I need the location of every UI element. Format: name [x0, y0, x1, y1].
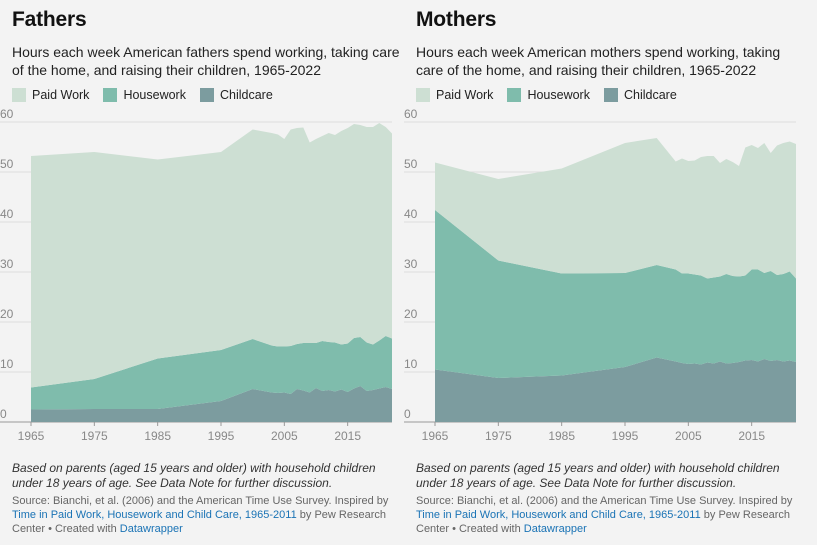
source-credit: Source: Bianchi, et al. (2006) and the A…	[12, 494, 407, 536]
chart-title: Fathers	[12, 8, 87, 31]
source-credit: Source: Bianchi, et al. (2006) and the A…	[416, 494, 811, 536]
y-tick-label: 0	[404, 407, 411, 421]
y-tick-label: 30	[0, 257, 14, 271]
legend-label: Housework	[123, 88, 186, 102]
datawrapper-link[interactable]: Datawrapper	[119, 523, 183, 535]
area-housework	[31, 336, 392, 410]
legend-label: Childcare	[623, 88, 677, 102]
x-tick-label: 1975	[81, 429, 108, 443]
y-tick-label: 40	[404, 207, 418, 221]
x-tick-label: 1995	[612, 429, 639, 443]
legend-label: Housework	[527, 88, 590, 102]
area-paid-work	[435, 138, 796, 279]
legend-item-housework: Housework	[103, 88, 186, 102]
x-tick-label: 1965	[422, 429, 449, 443]
y-tick-label: 50	[0, 157, 14, 171]
mothers-panel: Mothers Hours each week American mothers…	[404, 0, 811, 545]
legend-label: Childcare	[219, 88, 273, 102]
area-housework	[435, 210, 796, 378]
x-tick-label: 1975	[485, 429, 512, 443]
source-text: Source: Bianchi, et al. (2006) and the A…	[12, 495, 389, 507]
chart-subtitle: Hours each week American fathers spend w…	[12, 44, 400, 78]
y-tick-label: 50	[404, 157, 418, 171]
x-tick-label: 2005	[675, 429, 702, 443]
x-tick-label: 1985	[548, 429, 575, 443]
mothers-area-chart: 0 10 20 30 40 50 60 1965 1975 1985 1995 2005 2015	[404, 107, 796, 443]
fathers-area-chart: 0 10 20 30 40 50 60 1965 1975 1985 1995 2005 2015	[0, 107, 392, 443]
legend-item-childcare: Childcare	[603, 88, 677, 102]
chart-subtitle: Hours each week American mothers spend w…	[416, 44, 781, 78]
data-note: Based on parents (aged 15 years and olde…	[416, 461, 780, 490]
datawrapper-link[interactable]: Datawrapper	[523, 523, 587, 535]
legend-label: Paid Work	[32, 88, 90, 102]
y-tick-label: 60	[404, 107, 418, 121]
legend-swatch	[12, 88, 26, 102]
legend: Paid Work Housework Childcare	[416, 88, 677, 102]
legend-item-paid-work: Paid Work	[12, 88, 89, 102]
legend-swatch	[416, 88, 430, 102]
x-tick-label: 2005	[271, 429, 298, 443]
x-tick-label: 1965	[18, 429, 45, 443]
legend-swatch	[103, 88, 118, 102]
y-tick-label: 10	[404, 357, 418, 371]
x-tick-label: 1985	[144, 429, 171, 443]
source-text: Source: Bianchi, et al. (2006) and the A…	[416, 495, 793, 507]
pew-report-link[interactable]: Time in Paid Work, Housework and Child C…	[12, 509, 297, 521]
y-tick-label: 40	[0, 207, 14, 221]
y-tick-label: 0	[0, 407, 7, 421]
x-tick-label: 1995	[208, 429, 235, 443]
area-childcare	[31, 386, 392, 422]
legend-item-paid-work: Paid Work	[416, 88, 493, 102]
legend-swatch	[507, 88, 522, 102]
data-note: Based on parents (aged 15 years and olde…	[12, 461, 376, 490]
area-paid-work	[31, 123, 392, 388]
x-tick-label: 2015	[738, 429, 765, 443]
y-tick-label: 10	[0, 357, 14, 371]
y-tick-label: 20	[404, 307, 418, 321]
source-text-middle: by Pew Research Center • Created with	[416, 509, 790, 535]
chart-title: Mothers	[416, 8, 497, 31]
y-tick-label: 30	[404, 257, 418, 271]
area-childcare	[435, 357, 796, 422]
y-tick-label: 60	[0, 107, 14, 121]
y-tick-label: 20	[0, 307, 14, 321]
legend-label: Paid Work	[436, 88, 494, 102]
pew-report-link[interactable]: Time in Paid Work, Housework and Child C…	[416, 509, 701, 521]
x-tick-label: 2015	[334, 429, 361, 443]
source-text-middle: by Pew Research Center • Created with	[12, 509, 386, 535]
fathers-panel: Fathers Hours each week American fathers…	[0, 0, 407, 545]
legend-swatch	[603, 88, 618, 102]
legend-swatch	[199, 88, 214, 102]
legend: Paid Work Housework Childcare	[12, 88, 273, 102]
legend-item-housework: Housework	[507, 88, 590, 102]
legend-item-childcare: Childcare	[199, 88, 273, 102]
